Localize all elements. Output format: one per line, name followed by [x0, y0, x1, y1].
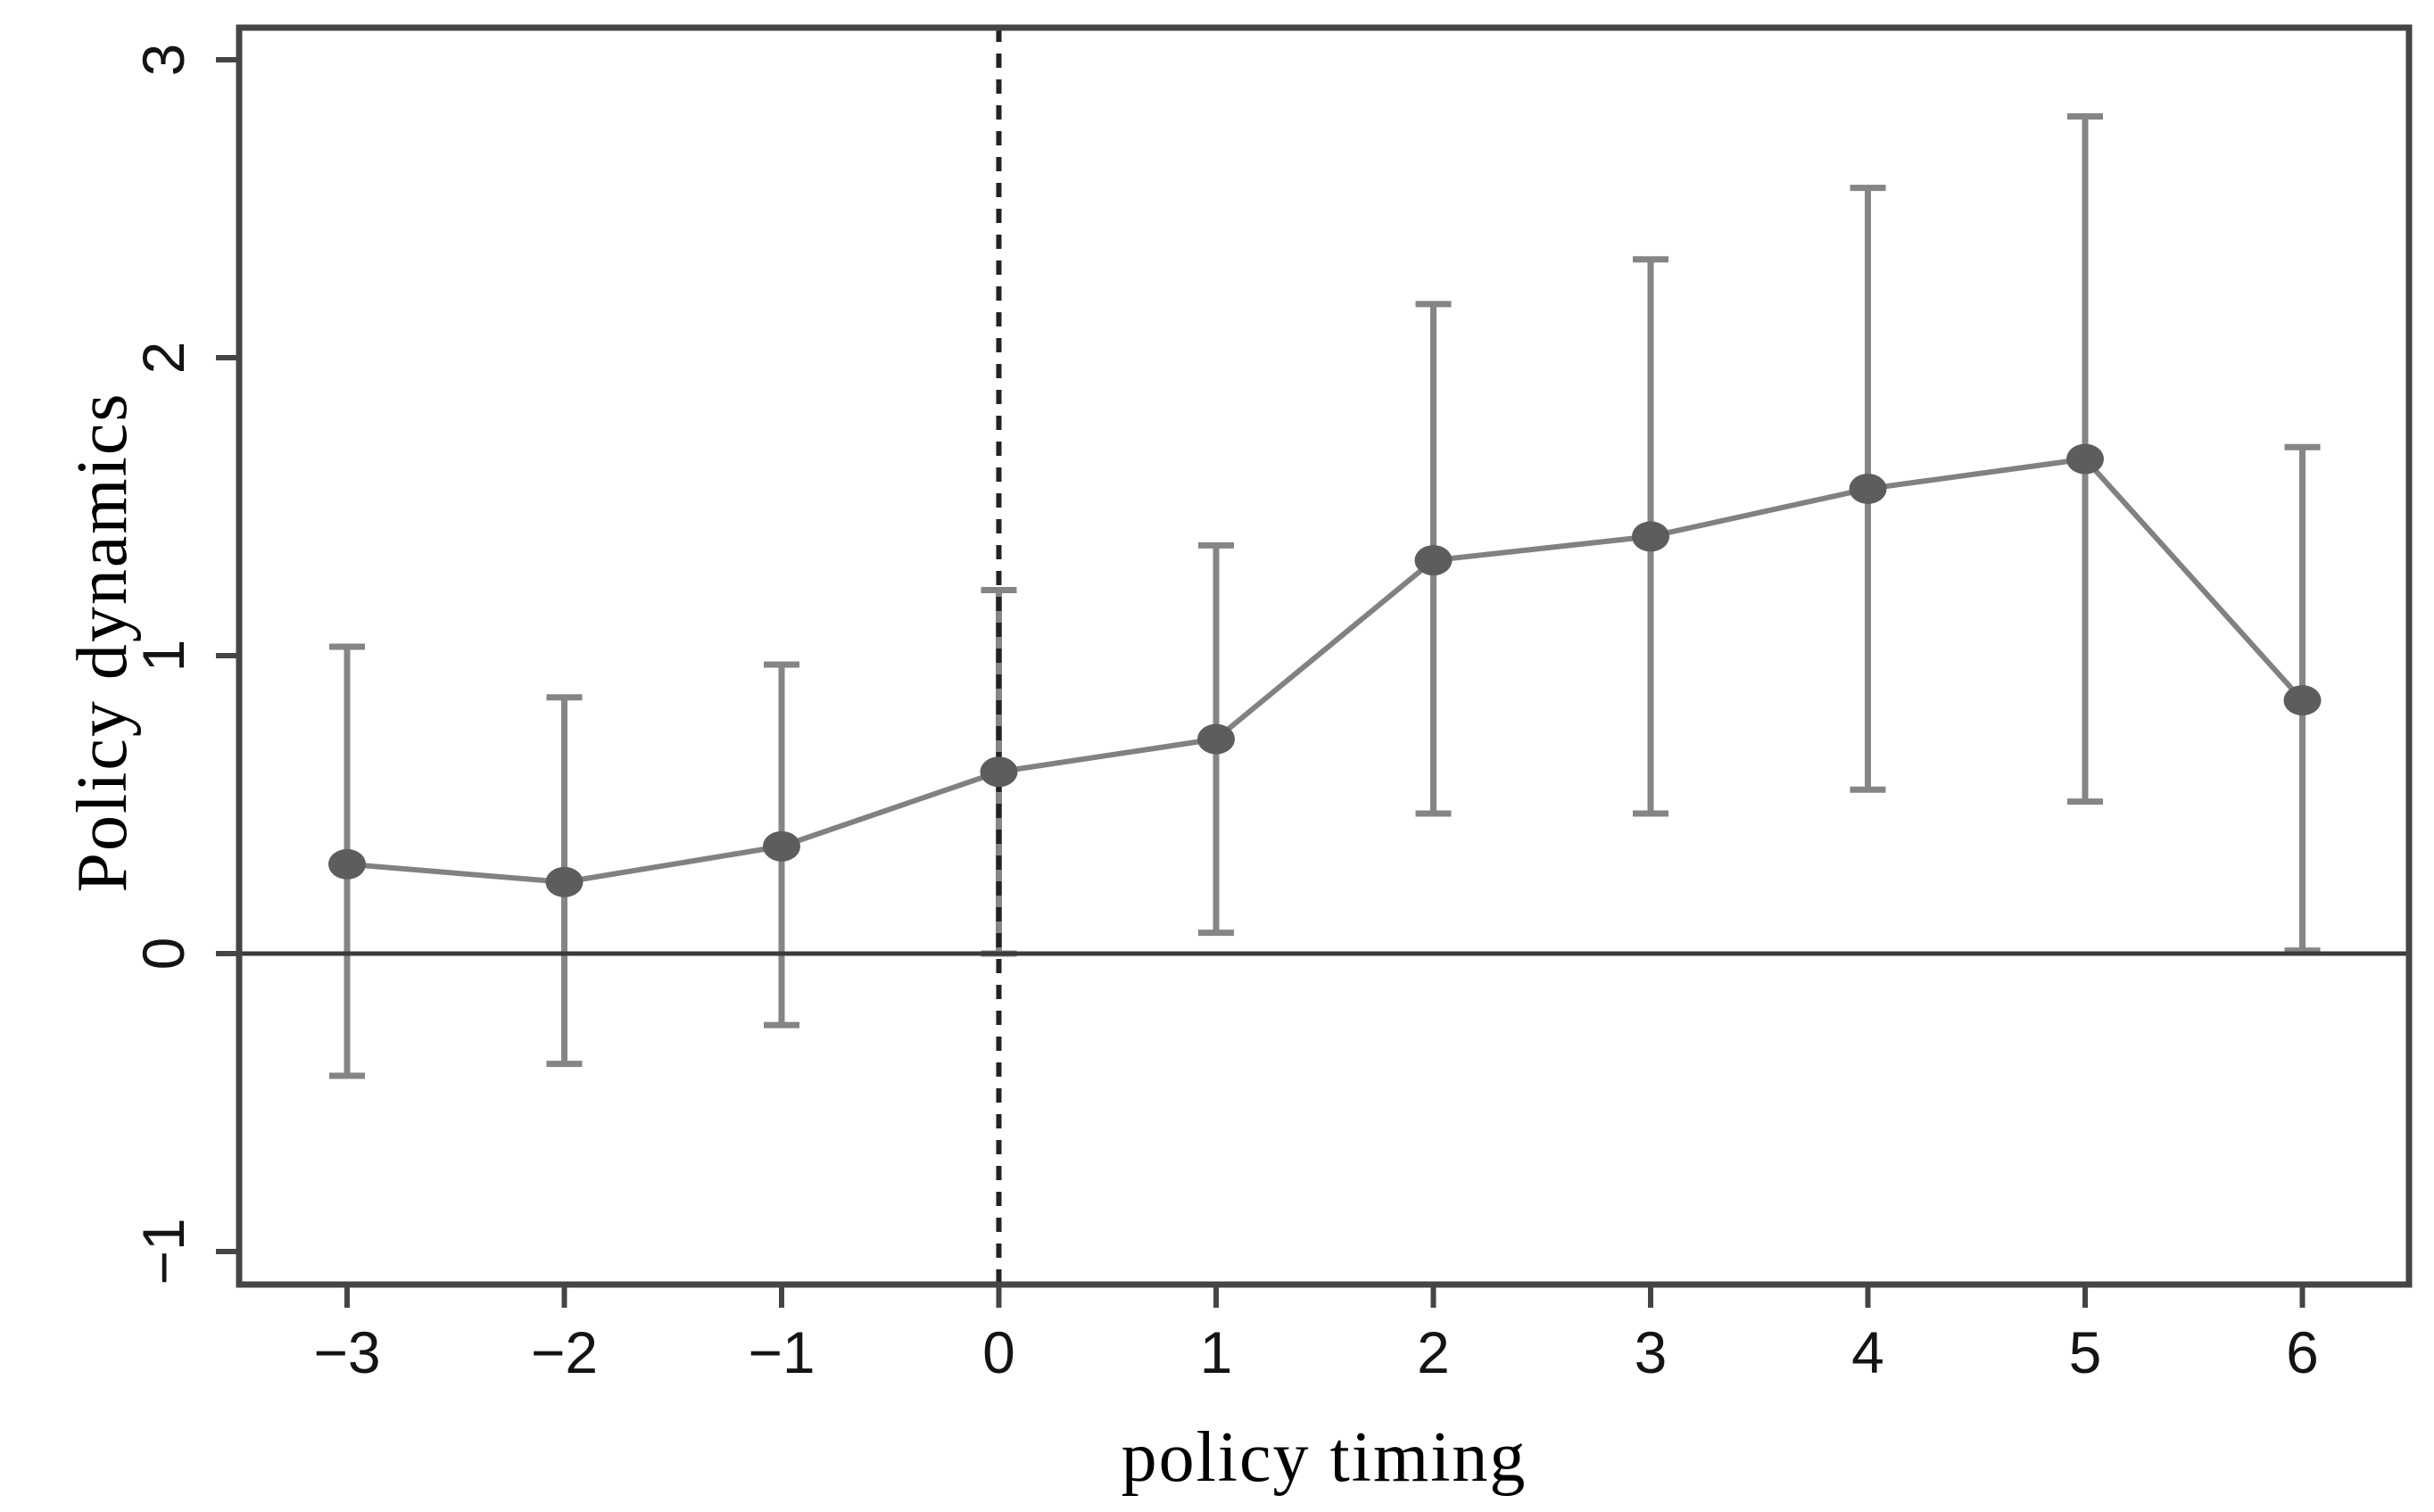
data-point-marker	[1632, 521, 1669, 552]
y-axis-tick-label: 1	[130, 640, 196, 673]
x-axis-tick-label: −1	[748, 1319, 815, 1385]
x-axis-tick-label: 6	[2286, 1319, 2319, 1385]
y-axis-tick-label: 0	[130, 938, 196, 971]
x-axis-tick-label: −2	[531, 1319, 598, 1385]
data-point-marker	[2283, 685, 2322, 716]
series-line	[346, 456, 2305, 885]
x-axis-tick-label: 0	[982, 1319, 1015, 1385]
x-axis-tick-label: 5	[2069, 1319, 2102, 1385]
data-point-marker	[763, 830, 800, 862]
y-axis-tick-label: 2	[130, 342, 196, 375]
data-point-marker	[2066, 443, 2104, 475]
data-point-marker	[980, 756, 1018, 788]
x-axis-tick-label: 1	[1200, 1319, 1233, 1385]
x-axis-tick-label: 3	[1635, 1319, 1668, 1385]
y-axis-tick-label: 3	[130, 44, 196, 77]
y-axis-tick-label: −1	[130, 1218, 196, 1285]
x-axis-tick-label: 4	[1851, 1319, 1884, 1385]
x-axis-tick-label: 2	[1417, 1319, 1450, 1385]
data-point-marker	[1197, 723, 1235, 755]
data-point-marker	[545, 866, 584, 897]
data-point-marker	[1849, 473, 1887, 504]
x-axis-title: policy timing	[1121, 1418, 1527, 1497]
data-point-marker	[1414, 545, 1453, 576]
y-axis-title: Policy dynamics	[63, 392, 142, 893]
data-point-marker	[328, 848, 366, 880]
x-axis-tick-label: −3	[313, 1319, 380, 1385]
